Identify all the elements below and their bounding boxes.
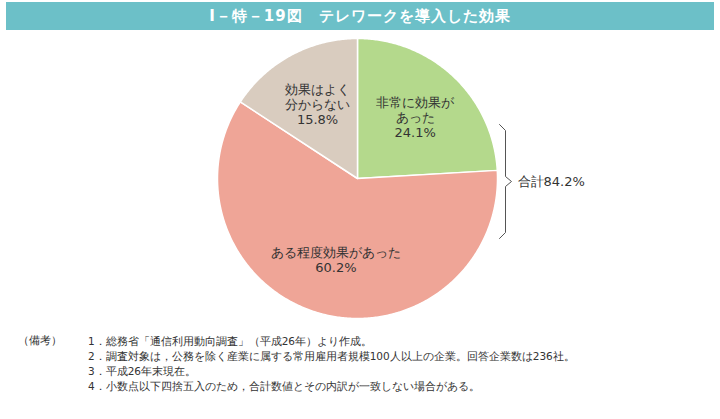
html-text:Ⅰ－特－19図 テレワークを導入した効果: Ⅰ－特－19図 テレワークを導入した効果 [209, 7, 511, 25]
html-text:4．小数点以下四捨五入のため，合計数値とその内訳が一致しない: 4．小数点以下四捨五入のため，合計数値とその内訳が一致しない場合がある。 [88, 380, 480, 392]
html-text:（備考）: （備考） [18, 334, 62, 346]
html-text:3．平成26年末現在。: 3．平成26年末現在。 [88, 365, 196, 377]
html-text:1．総務省「通信利用動向調査」（平成26年）より作成。: 1．総務省「通信利用動向調査」（平成26年）より作成。 [88, 335, 372, 347]
svg-text:ある程度効果があった60.2%: ある程度効果があった60.2% [271, 245, 401, 275]
html-text:2．調査対象は，公務を除く産業に属する常用雇用者規模100人: 2．調査対象は，公務を除く産業に属する常用雇用者規模100人以上の企業。回答企業… [88, 350, 575, 362]
svg-text:効果はよく分からない15.8%: 効果はよく分からない15.8% [285, 82, 350, 127]
svg-text:非常に効果があった24.1%: 非常に効果があった24.1% [376, 95, 455, 140]
svg-text:合計84.2%: 合計84.2% [518, 174, 585, 189]
